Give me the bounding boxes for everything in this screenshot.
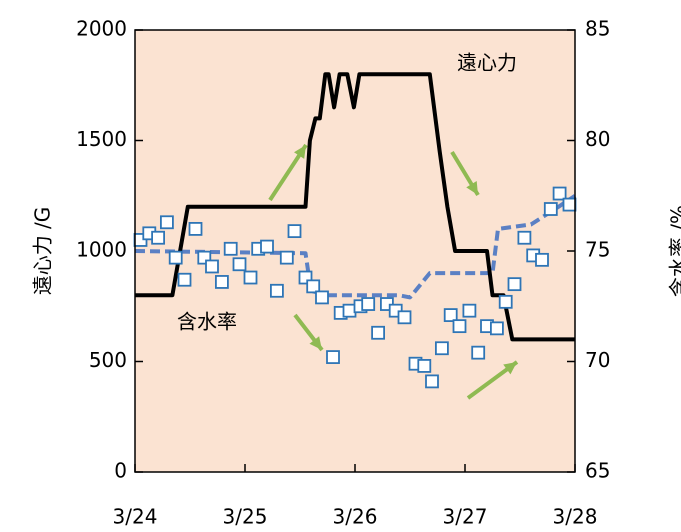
marker [159, 215, 174, 230]
y2-tick-label: 85 [585, 17, 610, 41]
marker [452, 319, 467, 334]
arrow-head [466, 181, 478, 195]
arrow-head [503, 362, 517, 375]
marker [279, 250, 294, 265]
marker [462, 303, 477, 318]
x-tick-label: 3/27 [443, 505, 488, 529]
marker [243, 270, 258, 285]
arrow-head [294, 145, 306, 159]
marker [223, 241, 238, 256]
marker [151, 230, 166, 245]
marker [535, 252, 549, 267]
plot-frame [134, 29, 576, 473]
marker [205, 259, 219, 274]
y-tick-label: 1000 [76, 238, 127, 262]
x-tick-label: 3/26 [333, 505, 378, 529]
marker [260, 239, 274, 254]
marker [543, 202, 558, 216]
x-tick-label: 3/24 [113, 505, 158, 529]
marker [361, 297, 376, 311]
marker [434, 341, 449, 356]
marker [562, 197, 577, 212]
y2-tick-label: 80 [585, 127, 610, 151]
marker [326, 350, 340, 364]
marker [425, 374, 439, 389]
marker [397, 310, 412, 325]
marker [489, 321, 504, 336]
y-tick-label: 1500 [76, 127, 127, 151]
marker [188, 221, 203, 236]
y2-tick-label: 70 [585, 348, 610, 372]
series-label: 含水率 [177, 310, 237, 334]
marker [214, 275, 229, 289]
marker [417, 359, 432, 373]
x-tick-label: 3/28 [553, 505, 598, 529]
marker [517, 230, 532, 245]
marker [168, 250, 183, 265]
y-tick-label: 2000 [76, 17, 127, 41]
y-axis-label: 遠心力 /G [31, 207, 55, 296]
marker [315, 290, 329, 305]
y-tick-label: 500 [89, 348, 127, 372]
marker [552, 186, 567, 201]
marker [498, 294, 513, 309]
arrow-head [309, 336, 322, 350]
series-label: 遠心力 [457, 51, 517, 75]
marker [306, 279, 321, 294]
marker [471, 345, 486, 360]
marker [443, 308, 458, 322]
marker [177, 272, 192, 287]
marker [269, 283, 284, 298]
y2-tick-label: 65 [585, 459, 610, 483]
y-tick-label: 0 [114, 459, 127, 483]
line [135, 72, 575, 342]
y2-axis-label: 含水率 /% [667, 205, 681, 297]
marker [232, 257, 247, 272]
marker [371, 325, 386, 340]
marker [507, 277, 522, 292]
x-tick-label: 3/25 [223, 505, 268, 529]
y2-tick-label: 75 [585, 238, 610, 262]
marker [287, 224, 302, 239]
